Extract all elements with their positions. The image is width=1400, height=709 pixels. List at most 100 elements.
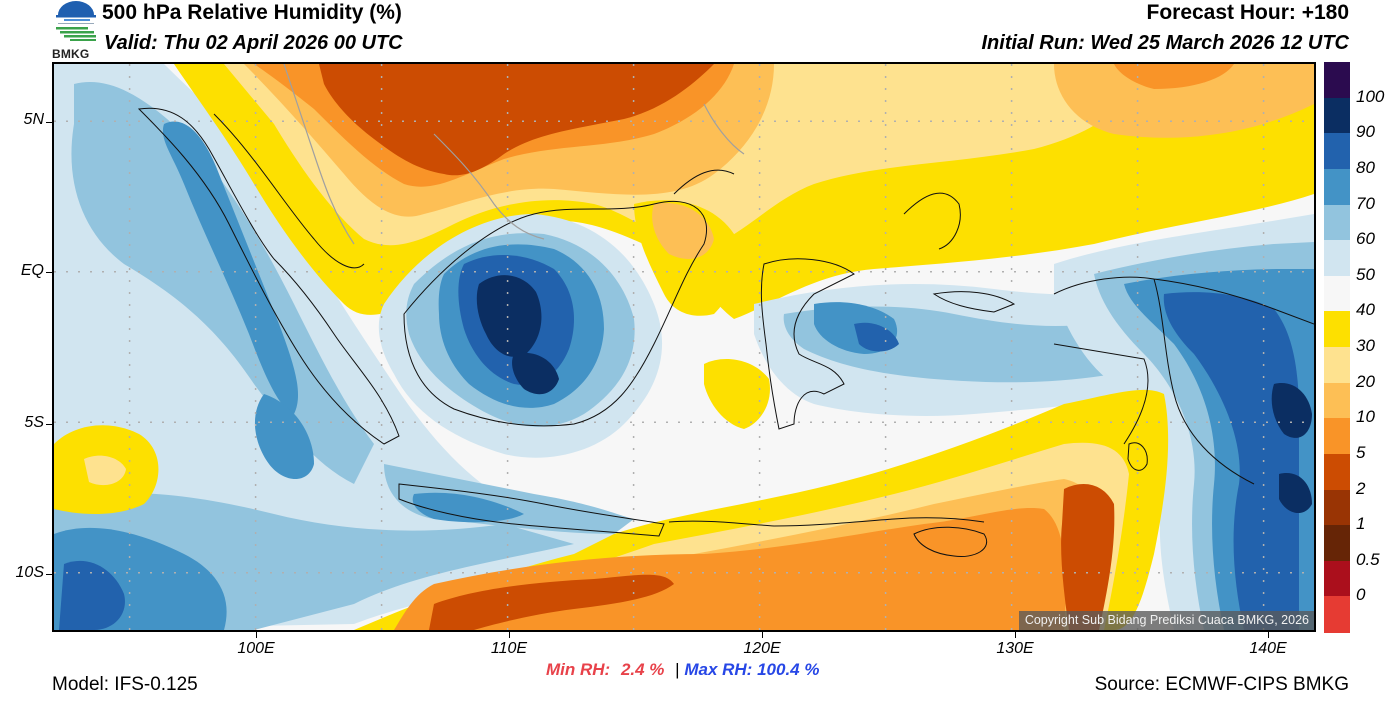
colorbar-label: 60 [1356,229,1375,249]
coast-seram [932,291,1016,313]
coast-papua [1053,276,1314,485]
colorbar-band [1324,97,1350,134]
coast-sumatra [137,107,400,445]
colorbar-label: 1 [1356,514,1366,534]
lon-tick [1015,632,1016,638]
min-rh-value: 2.4 % [620,660,665,679]
minmax-separator: | [675,660,680,679]
lat-label-5s: 5S [24,414,44,431]
colorbar [1324,62,1350,633]
colorbar-band [1324,560,1350,597]
field-region-java-blue-dark [412,492,524,523]
max-rh-value: 100.4 % [757,660,820,679]
colorbar-band [1324,489,1350,526]
field-region-papua-core [1271,383,1312,438]
colorbar-label: 40 [1356,300,1375,320]
colorbar-band [1324,525,1350,562]
coast-luzon-grey [703,103,745,155]
coast-philippines [673,169,961,250]
lon-label-140e: 140E [1249,640,1287,657]
colorbar-band [1324,168,1350,205]
coast-aru [1127,442,1148,471]
colorbar-label: 100 [1356,86,1385,106]
lat-tick [46,272,52,273]
valid-time: Valid: Thu 02 April 2026 00 UTC [104,32,403,54]
max-rh-label: Max RH: [684,660,753,679]
colorbar-label: 0.5 [1356,549,1380,569]
colorbar-label: 20 [1356,371,1375,391]
lat-label-eq: EQ [20,262,44,279]
colorbar-label: 0 [1356,585,1366,605]
forecast-hour: Forecast Hour: +180 [1146,1,1350,24]
field-region-west-ocean-mid [71,82,374,484]
coast-sulawesi [760,258,855,430]
coastlines [137,107,1314,558]
colorbar-band [1324,204,1350,241]
field-region-sulawesi-yellow [704,359,770,429]
coast-java [398,483,665,537]
field-region-north-dark [319,64,714,176]
copyright-notice: Copyright Sub Bidang Prediksi Cuaca BMKG… [1018,611,1314,630]
source-label: Source: ECMWF-CIPS BMKG [1094,674,1349,695]
lon-label-120e: 120E [743,640,781,657]
colorbar-band [1324,133,1350,170]
colorbar-band [1324,596,1350,633]
colorbar-band [1324,275,1350,312]
coast-borneo [403,200,708,427]
field-region-sw-deep [59,560,125,630]
model-label: Model: IFS-0.125 [52,674,198,695]
coast-indochina-grey [283,64,545,245]
min-max-rh: Min RH: 2.4 % | Max RH: 100.4 % [546,660,819,680]
field-region-ne-orange-dark [1114,64,1234,89]
coast-lesser-sunda [668,517,985,527]
lon-tick [509,632,510,638]
field-region-sumatra-band [162,121,299,414]
colorbar-band [1324,240,1350,277]
coast-malay-peninsula [213,113,365,269]
lon-label-100e: 100E [237,640,275,657]
colorbar-label: 80 [1356,157,1375,177]
colorbar-label: 50 [1356,264,1375,284]
colorbar-band [1324,62,1350,99]
bmkg-logo: BMKG [50,1,102,61]
chart-title: 500 hPa Relative Humidity (%) [102,1,402,24]
colorbar-band [1324,311,1350,348]
colorbar-label: 2 [1356,478,1366,498]
lat-tick [46,574,52,575]
lat-tick [46,424,52,425]
field-region-ne-orange [1054,64,1314,138]
logo-text: BMKG [52,47,90,61]
colorbar-label: 70 [1356,193,1375,213]
field-region-borneo-core2 [512,352,559,395]
bmkg-logo-icon [56,1,96,41]
coast-timor [913,526,987,558]
humidity-field [54,64,1314,630]
lon-tick [762,632,763,638]
lon-tick [256,632,257,638]
field-region-kalimantan-east-light [652,203,714,259]
lon-label-110e: 110E [490,640,528,657]
field-region-borneo-core [476,275,542,357]
colorbar-label: 30 [1356,336,1375,355]
lat-label-5n: 5N [23,111,44,128]
min-rh-label: Min RH: [546,660,611,679]
border-lines-grey [283,64,745,245]
lon-tick [1268,632,1269,638]
field-region-papua-deep [1163,292,1299,630]
field-region-sw-yellow-inner [84,455,126,486]
colorbar-label: 90 [1356,122,1375,142]
lon-label-130e: 130E [996,640,1034,657]
field-region-maluku-deep [854,322,899,352]
colorbar-label: 10 [1356,407,1375,427]
humidity-map [52,62,1316,632]
initial-run: Initial Run: Wed 25 March 2026 12 UTC [981,32,1349,54]
colorbar-band [1324,453,1350,490]
colorbar-label: 5 [1356,442,1366,462]
lat-tick [46,122,52,123]
field-region-south-dark-west [429,574,674,630]
colorbar-band [1324,347,1350,384]
field-region-papua-core2 [1279,473,1312,514]
colorbar-band [1324,382,1350,419]
lat-label-10s: 10S [15,564,44,581]
field-region-south-sumatra-blue [254,394,314,479]
